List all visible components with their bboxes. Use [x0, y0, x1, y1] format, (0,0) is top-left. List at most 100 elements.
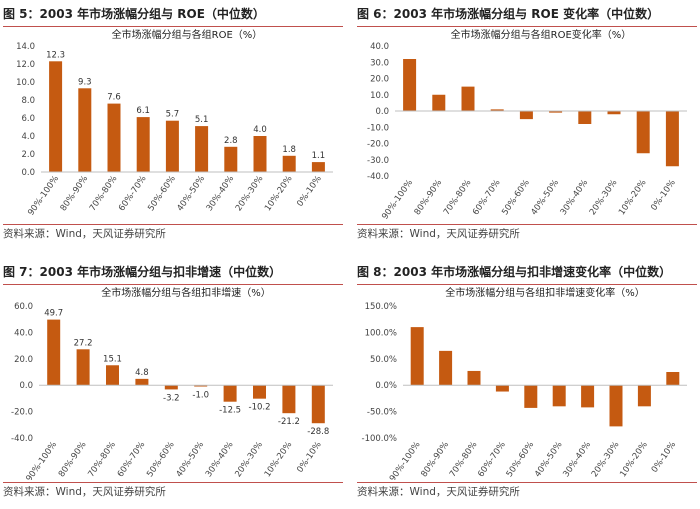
- data-label: 4.0: [253, 125, 267, 135]
- bar: [524, 385, 538, 408]
- bar: [552, 385, 566, 407]
- y-tick-label: -100.0%: [362, 434, 397, 444]
- chart-title: 全市场涨幅分组与各组扣非增速（%）: [101, 286, 271, 299]
- roe-change-bar-chart: 全市场涨幅分组与各组ROE变化率（%） -40.0 -30.0 -20.0 -10.0 0…: [367, 28, 687, 222]
- y-tick-label: 2.0: [21, 150, 35, 160]
- x-tick-label: 20%-30%: [234, 174, 266, 213]
- bar: [47, 319, 61, 386]
- y-tick-label: -10.0: [367, 123, 389, 133]
- x-tick-label: 30%-40%: [559, 178, 591, 217]
- x-tick-label: 50%-60%: [505, 440, 537, 479]
- data-label: -3.2: [163, 393, 180, 403]
- x-tick-label: 40%-50%: [175, 440, 207, 479]
- x-tick-label: 30%-40%: [205, 174, 237, 213]
- y-tick-label: 10.0: [370, 91, 389, 101]
- y-tick-label: 100.0%: [365, 328, 397, 338]
- x-tick-label: 60%-70%: [471, 178, 503, 217]
- bar: [164, 385, 178, 390]
- data-label: 7.6: [107, 93, 121, 103]
- figure-title: 图 6：2003 年市场涨幅分组与 ROE 变化率（中位数）: [357, 4, 697, 27]
- x-tick-label: 0%-10%: [650, 440, 679, 475]
- y-tick-label: 12.0: [16, 60, 35, 70]
- chart-title: 全市场涨幅分组与各组扣非增速变化率（%）: [445, 286, 645, 299]
- x-tick-label: 10%-20%: [263, 174, 295, 213]
- bar: [439, 350, 453, 386]
- x-tick-label: 70%-80%: [86, 440, 118, 479]
- x-tick-label: 40%-50%: [533, 440, 565, 479]
- bar: [609, 385, 623, 427]
- data-label: -1.0: [192, 391, 209, 401]
- data-label: -21.2: [278, 417, 300, 427]
- bar: [223, 385, 237, 402]
- y-tick-label: 0.0%: [375, 381, 397, 391]
- y-tick-label: 30.0: [370, 58, 389, 68]
- bar: [637, 385, 651, 407]
- y-tick-label: 4.0: [21, 132, 35, 142]
- y-tick-label: 20.0: [14, 355, 33, 365]
- figure-source: 资料来源：Wind，天风证券研究所: [357, 482, 697, 501]
- bar: [195, 126, 209, 172]
- bar: [665, 111, 679, 167]
- data-label: 12.3: [46, 50, 65, 60]
- bar: [461, 86, 475, 111]
- bar: [107, 103, 121, 172]
- bar: [549, 111, 563, 113]
- data-label: 5.7: [166, 110, 180, 120]
- figure-6-panel: 图 6：2003 年市场涨幅分组与 ROE 变化率（中位数） 全市场涨幅分组与各…: [357, 0, 697, 250]
- figure-title: 图 8：2003 年市场涨幅分组与扣非增速变化率（中位数）: [357, 262, 697, 285]
- y-tick-label: 150.0%: [365, 302, 397, 312]
- data-label: -28.8: [307, 427, 329, 437]
- x-tick-label: 80%-90%: [59, 174, 91, 213]
- bar: [282, 155, 296, 172]
- figure-8-panel: 图 8：2003 年市场涨幅分组与扣非增速变化率（中位数） 全市场涨幅分组与各组…: [357, 258, 697, 508]
- bar: [490, 109, 504, 111]
- y-tick-label: 20.0: [370, 75, 389, 85]
- x-tick-label: 0%-10%: [295, 440, 324, 475]
- bar: [106, 365, 119, 386]
- y-tick-label: -30.0: [367, 156, 389, 166]
- y-tick-label: 0.0: [19, 381, 33, 391]
- x-tick-label: 20%-30%: [588, 178, 620, 217]
- data-label: 6.1: [136, 106, 150, 116]
- data-label: 2.8: [224, 136, 238, 146]
- x-tick-label: 30%-40%: [561, 440, 593, 479]
- figure-source: 资料来源：Wind，天风证券研究所: [357, 224, 697, 243]
- figure-source: 资料来源：Wind，天风证券研究所: [3, 224, 343, 243]
- data-label: 9.3: [78, 77, 92, 87]
- bar: [49, 61, 63, 172]
- data-label: -10.2: [249, 403, 271, 413]
- y-tick-label: 40.0: [14, 328, 33, 338]
- x-tick-label: 50%-60%: [146, 174, 178, 213]
- bar: [78, 88, 92, 172]
- x-tick-label: 80%-90%: [57, 440, 89, 479]
- y-tick-label: -40.0: [11, 434, 33, 444]
- chart-title: 全市场涨幅分组与各组ROE变化率（%）: [451, 28, 632, 41]
- x-tick-label: 90%-100%: [380, 178, 415, 222]
- bar: [432, 94, 446, 111]
- bar: [135, 378, 149, 386]
- y-tick-label: -20.0: [367, 140, 389, 150]
- bar: [311, 162, 325, 172]
- y-tick-label: 0.0: [375, 107, 389, 117]
- y-tick-label: 40.0: [370, 42, 389, 52]
- data-label: 1.8: [282, 145, 296, 155]
- y-tick-label: 60.0: [14, 302, 33, 312]
- x-tick-label: 70%-80%: [448, 440, 480, 479]
- x-tick-label: 0%-10%: [295, 174, 324, 209]
- bar: [519, 111, 533, 120]
- bar: [136, 117, 150, 172]
- y-tick-label: -20.0: [11, 408, 33, 418]
- y-tick-label: 10.0: [16, 78, 35, 88]
- bar: [403, 59, 417, 111]
- x-tick-label: 40%-50%: [529, 178, 561, 217]
- bar: [495, 385, 509, 392]
- x-tick-label: 20%-30%: [233, 440, 265, 479]
- figure-source: 资料来源：Wind，天风证券研究所: [3, 482, 343, 501]
- x-tick-label: 90%-100%: [26, 174, 61, 218]
- data-label: -12.5: [219, 406, 241, 416]
- figure-5-panel: 图 5：2003 年市场涨幅分组与 ROE（中位数） 全市场涨幅分组与各组ROE…: [3, 0, 343, 250]
- bar: [666, 372, 680, 386]
- bar: [581, 385, 595, 408]
- y-tick-label: 8.0: [21, 96, 35, 106]
- deducted-growth-change-bar-chart: 全市场涨幅分组与各组扣非增速变化率（%） -100.0% -50.0% 0.0% 50.…: [362, 286, 687, 480]
